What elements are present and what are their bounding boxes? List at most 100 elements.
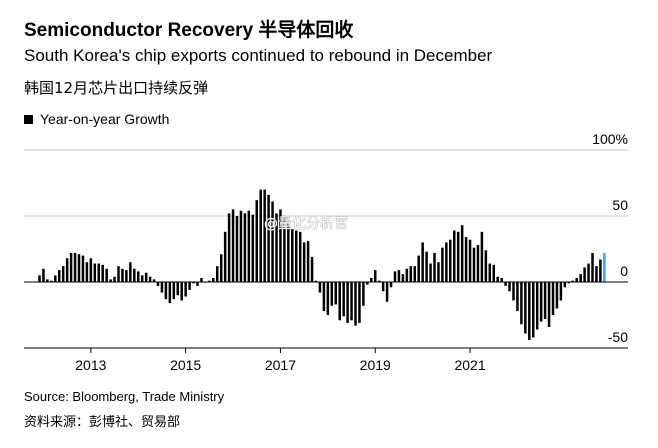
- bar: [346, 282, 349, 323]
- bar: [394, 271, 397, 282]
- bar: [469, 240, 472, 282]
- bar: [342, 282, 345, 316]
- bar: [575, 278, 578, 282]
- bar: [212, 278, 215, 282]
- bar: [177, 282, 180, 295]
- bar: [579, 274, 582, 282]
- bar: [560, 282, 563, 300]
- bar: [117, 266, 120, 282]
- bar: [303, 242, 306, 282]
- bar: [331, 282, 334, 306]
- bar: [493, 265, 496, 282]
- bar: [350, 282, 353, 320]
- bar: [200, 278, 203, 282]
- bar: [564, 282, 567, 287]
- bar: [38, 275, 41, 282]
- bar: [256, 200, 259, 282]
- bar: [94, 264, 97, 282]
- bar: [263, 190, 266, 282]
- bar: [133, 269, 136, 282]
- bar: [101, 265, 104, 282]
- bar: [552, 282, 555, 315]
- bar: [441, 248, 444, 282]
- bar: [145, 273, 148, 282]
- bar: [188, 282, 191, 290]
- bar: [402, 274, 405, 282]
- x-tick-label: 2017: [265, 357, 296, 373]
- bar: [583, 267, 586, 282]
- legend-swatch: [24, 115, 33, 124]
- bar: [489, 264, 492, 282]
- bar: [520, 282, 523, 324]
- chart: -50 0 50 100% 2013 2015 2017 2019 2021: [0, 125, 658, 380]
- bar: [370, 278, 373, 282]
- y-tick-label: 0: [620, 263, 628, 279]
- bar: [137, 271, 140, 282]
- bar: [599, 260, 602, 282]
- bar: [461, 225, 464, 282]
- bar: [449, 240, 452, 282]
- bar: [74, 253, 77, 282]
- bar: [410, 266, 413, 282]
- bar: [173, 282, 176, 299]
- bar: [516, 282, 519, 311]
- bar: [524, 282, 527, 333]
- bar: [149, 277, 152, 282]
- bar: [532, 282, 535, 337]
- bar: [180, 282, 183, 300]
- bar: [358, 282, 361, 323]
- bar: [556, 282, 559, 308]
- x-tick-label: 2015: [170, 357, 201, 373]
- bar: [125, 270, 128, 282]
- bar: [216, 266, 219, 282]
- bar: [121, 269, 124, 282]
- bar: [295, 231, 298, 282]
- x-tick-label: 2013: [75, 357, 106, 373]
- bar: [82, 256, 85, 282]
- bar: [319, 282, 322, 293]
- y-tick-label: 50: [612, 197, 628, 213]
- bar: [406, 269, 409, 282]
- bar: [374, 270, 377, 282]
- bar: [548, 282, 551, 327]
- bar: [54, 275, 57, 282]
- bar: [307, 241, 310, 282]
- bar: [105, 269, 108, 282]
- bar: [481, 232, 484, 282]
- bar: [327, 282, 330, 315]
- bar: [496, 277, 499, 282]
- bar: [323, 282, 326, 311]
- chart-subtitle: South Korea's chip exports continued to …: [24, 46, 492, 66]
- bar: [473, 248, 476, 282]
- bar: [220, 254, 223, 282]
- bar: [445, 242, 448, 282]
- bar: [386, 282, 389, 302]
- watermark-text: @量化分析官: [264, 213, 348, 233]
- bar: [86, 262, 89, 282]
- bar: [169, 282, 172, 303]
- bar: [504, 282, 507, 286]
- bar: [58, 270, 61, 282]
- bar: [66, 258, 69, 282]
- bar: [465, 237, 468, 282]
- bar: [90, 258, 93, 282]
- bar: [512, 282, 515, 300]
- bar: [113, 277, 116, 282]
- source-note-chinese: 资料来源：彭博社、贸易部: [24, 411, 180, 430]
- bar: [42, 269, 45, 282]
- bar: [267, 195, 270, 282]
- bar: [161, 282, 164, 293]
- bar: [414, 266, 417, 282]
- chart-title: Semiconductor Recovery 半导体回收: [24, 15, 353, 42]
- bar: [98, 264, 101, 282]
- bar: [70, 253, 73, 282]
- bar: [382, 282, 385, 291]
- bar: [425, 252, 428, 282]
- bar: [335, 282, 338, 304]
- bar: [338, 282, 341, 320]
- bar: [457, 232, 460, 282]
- source-note: Source: Bloomberg, Trade Ministry: [24, 389, 224, 404]
- bar: [500, 278, 503, 282]
- bar: [362, 282, 365, 306]
- bar: [421, 242, 424, 282]
